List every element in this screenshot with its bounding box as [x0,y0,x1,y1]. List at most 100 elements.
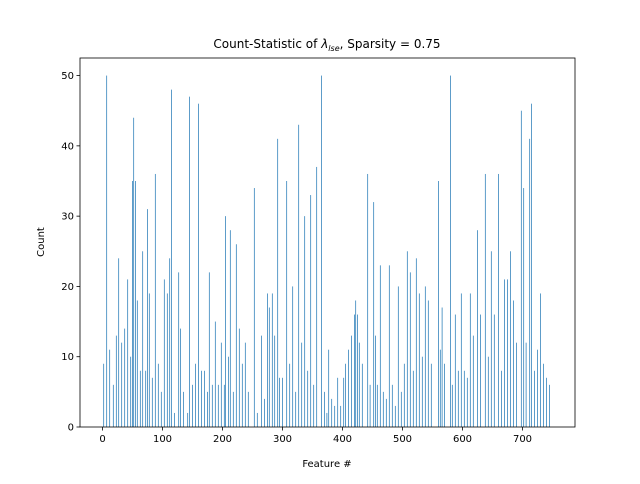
bar [543,363,544,427]
bar [337,377,339,427]
bar [328,349,330,427]
bar [142,251,144,427]
bar [477,230,478,427]
bar [531,103,532,427]
bar [361,363,363,427]
bar [282,377,283,427]
bar [178,272,180,427]
bar [534,370,535,427]
bar [493,314,495,427]
bar [148,293,150,427]
bar [418,293,420,427]
bar [157,363,159,427]
x-tick-label: 100 [153,434,172,445]
bar [513,300,514,427]
bar [118,258,120,427]
bar [376,384,378,427]
bar [457,370,459,427]
bar [132,181,133,427]
title-text: Count-Statistic of [213,37,321,51]
bar [133,117,135,427]
bar [441,307,443,427]
x-axis-label: Feature # [302,459,351,470]
y-tick-label: 10 [61,352,74,363]
x-tick-label: 500 [393,434,412,445]
bar [229,230,231,427]
title-subscript: lse [328,44,339,53]
bar [169,258,171,427]
bar [180,328,181,427]
bar [438,181,439,427]
bar [501,370,502,427]
bar [324,391,325,427]
bar [388,265,390,427]
bar [267,293,268,427]
y-tick-label: 40 [61,141,74,152]
bar [507,279,508,427]
y-axis-label: Count [36,227,47,257]
bar [412,370,414,427]
bar [385,398,387,427]
bar [546,377,547,427]
y-tick-label: 0 [68,423,74,434]
bar [139,370,141,427]
bar [274,335,276,427]
bar [271,293,273,427]
bar [307,370,309,427]
bar [187,412,189,427]
bar [516,342,517,427]
bar [454,314,456,427]
bar [115,335,117,427]
bar [109,349,111,427]
bar [525,342,527,427]
bar [147,209,148,427]
bar [244,342,246,427]
bar [469,293,471,427]
bar [171,89,172,427]
bar [298,124,300,428]
bar [520,110,522,427]
bar [204,370,205,427]
bar [367,173,369,427]
bar [351,335,352,427]
bar [510,251,511,427]
bar [537,349,538,427]
bar [253,188,255,427]
bar [523,188,525,427]
bar [466,377,468,427]
bar [450,75,451,428]
bar [403,363,405,427]
bar [391,384,393,427]
bar [472,335,474,427]
bar [480,314,481,427]
bar [326,412,328,427]
bar [316,166,318,427]
bar [424,286,426,427]
bar [121,342,123,427]
bar [331,398,333,427]
bar [198,103,199,427]
chart-title: Count-Statistic of λlse, Sparsity = 0.75 [213,37,440,53]
bar [451,384,453,427]
bar [195,363,196,427]
bar [208,272,210,427]
bar [382,391,384,427]
bar [214,321,216,427]
bar [217,384,219,427]
bar [268,307,270,427]
bar [345,363,346,427]
bar [201,370,202,427]
bar [106,75,108,428]
bar [223,384,225,427]
bar [145,370,147,427]
bar [357,314,358,427]
bar [112,384,114,427]
bar [289,363,291,427]
bar [540,293,541,427]
bar [211,384,213,427]
bar [529,138,531,428]
bar [264,398,265,427]
bar [373,202,375,427]
